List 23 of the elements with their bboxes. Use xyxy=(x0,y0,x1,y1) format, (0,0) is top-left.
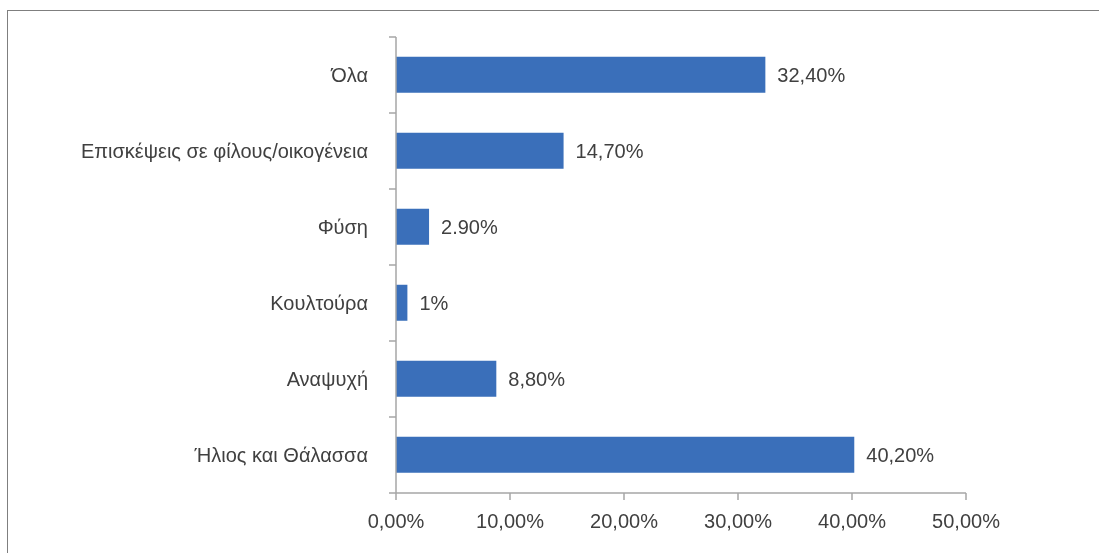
data-label: 2.90% xyxy=(441,215,498,238)
data-label: 1% xyxy=(419,291,449,314)
y-tick-label: Επισκέψεις σε φίλους/οικογένεια xyxy=(80,140,368,162)
bar xyxy=(396,436,855,473)
y-tick-label: Αναψυχή xyxy=(286,368,368,390)
x-tick-label: 50,00% xyxy=(932,510,1001,533)
y-tick-label: Κουλτούρα xyxy=(270,292,368,314)
bar xyxy=(396,56,766,93)
data-label: 40,20% xyxy=(866,443,935,466)
bar xyxy=(396,208,430,245)
x-tick-label: 40,00% xyxy=(818,510,887,533)
y-tick-label: Φύση xyxy=(317,216,368,238)
data-label: 32,40% xyxy=(777,63,846,86)
data-label: 8,80% xyxy=(508,367,566,390)
x-tick-label: 10,00% xyxy=(476,510,545,533)
x-tick-label: 20,00% xyxy=(590,510,659,533)
data-label: 14,70% xyxy=(575,139,644,162)
y-tick-label: Ήλιος και Θάλασσα xyxy=(193,444,368,466)
x-tick-label: 30,00% xyxy=(704,510,773,533)
bar xyxy=(396,132,564,169)
y-tick-label: Όλα xyxy=(330,64,368,86)
bar xyxy=(396,360,497,397)
x-tick-label: 0,00% xyxy=(367,510,425,533)
